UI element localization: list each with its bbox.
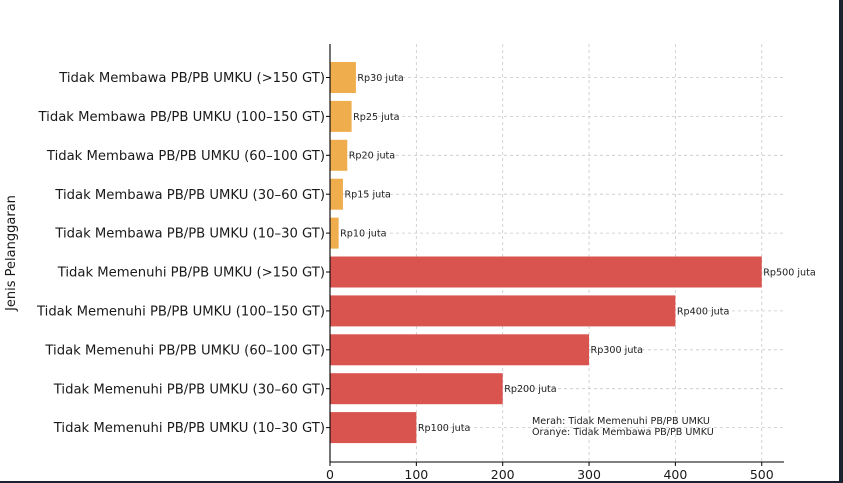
category-label: Tidak Membawa PB/PB UMKU (>150 GT) bbox=[58, 71, 325, 86]
value-label: Rp20 juta bbox=[349, 151, 395, 162]
value-label: Rp30 juta bbox=[357, 73, 403, 84]
bar bbox=[330, 256, 762, 288]
grid-lines bbox=[330, 44, 784, 462]
bar bbox=[330, 334, 590, 366]
bar bbox=[330, 217, 339, 249]
bar bbox=[330, 139, 348, 171]
bar bbox=[330, 373, 503, 405]
x-tick-label: 300 bbox=[577, 467, 601, 481]
x-tick-label: 100 bbox=[404, 467, 428, 481]
x-tick-label: 400 bbox=[663, 467, 687, 481]
category-label: Tidak Memenuhi PB/PB UMKU (100–150 GT) bbox=[36, 305, 325, 320]
value-label: Rp25 juta bbox=[353, 112, 399, 123]
annotation-orange: Oranye: Tidak Membawa PB/PB UMKU bbox=[532, 427, 714, 438]
labels: 0 100 200 300 400 500 Tidak Membawa PB/PB UMKU… bbox=[36, 71, 816, 481]
value-label: Rp500 juta bbox=[763, 267, 816, 278]
category-label: Tidak Membawa PB/PB UMKU (100–150 GT) bbox=[38, 110, 325, 125]
category-label: Tidak Memenuhi PB/PB UMKU (10–30 GT) bbox=[53, 421, 325, 436]
bar bbox=[330, 412, 417, 444]
value-label: Rp300 juta bbox=[591, 345, 644, 356]
bar bbox=[330, 62, 356, 93]
bar bbox=[330, 178, 343, 210]
value-label: Rp10 juta bbox=[340, 229, 386, 240]
category-label: Tidak Membawa PB/PB UMKU (30–60 GT) bbox=[54, 188, 325, 203]
x-tick-label: 0 bbox=[326, 467, 334, 481]
value-label: Rp100 juta bbox=[418, 423, 471, 434]
value-label: Rp400 juta bbox=[677, 306, 730, 317]
axes bbox=[326, 44, 784, 466]
bars bbox=[330, 62, 762, 444]
category-label: Tidak Memenuhi PB/PB UMKU (>150 GT) bbox=[57, 266, 325, 281]
category-label: Tidak Memenuhi PB/PB UMKU (30–60 GT) bbox=[53, 382, 325, 397]
category-label: Tidak Membawa PB/PB UMKU (60–100 GT) bbox=[46, 149, 325, 164]
annotation-red: Merah: Tidak Memenuhi PB/PB UMKU bbox=[532, 416, 710, 427]
bar bbox=[330, 295, 676, 327]
x-tick-label: 500 bbox=[750, 467, 774, 481]
value-label: Rp15 juta bbox=[344, 190, 390, 201]
category-label: Tidak Membawa PB/PB UMKU (10–30 GT) bbox=[54, 227, 325, 242]
bar bbox=[330, 100, 352, 132]
y-axis-title: Jenis Pelanggaran bbox=[4, 195, 19, 312]
category-label: Tidak Memenuhi PB/PB UMKU (60–100 GT) bbox=[44, 343, 325, 358]
x-tick-label: 200 bbox=[491, 467, 515, 481]
value-label: Rp200 juta bbox=[504, 384, 557, 395]
